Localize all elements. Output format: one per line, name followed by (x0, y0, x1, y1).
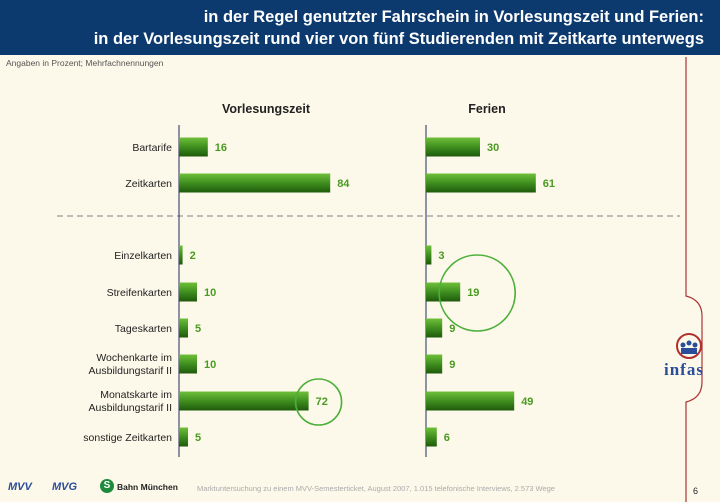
sbahn-logo-text: Bahn München (117, 482, 178, 492)
category-label-4: Tageskarten (115, 323, 172, 335)
category-label-3: Streifenkarten (107, 287, 173, 299)
category-label-6: Monatskarte im Ausbildungstarif II (89, 389, 173, 414)
page-number: 6 (693, 486, 699, 496)
bar-s0-c1 (179, 173, 331, 193)
bar-s0-c4 (179, 318, 188, 338)
page-title-line-1: in der Regel genutzter Fahrschein in Vor… (203, 8, 704, 26)
value-label-s0-c4: 5 (195, 323, 201, 335)
bar-s1-c5 (426, 354, 443, 374)
footer-note: Marktuntersuchung zu einem MVV-Semestert… (197, 484, 555, 493)
bar-s0-c7 (179, 427, 188, 447)
bar-s1-c4 (426, 318, 443, 338)
highlight-circle-0 (294, 378, 343, 426)
value-label-s1-c6: 49 (521, 396, 533, 408)
sbahn-logo-icon: S (100, 479, 114, 493)
value-label-s1-c4: 9 (449, 323, 455, 335)
mvg-logo: MVG (52, 481, 78, 493)
page-title-line-2: in der Vorlesungszeit rund vier von fünf… (93, 30, 704, 48)
value-label-s0-c1: 84 (337, 178, 350, 190)
bar-s0-c3 (179, 282, 197, 302)
value-label-s1-c7: 6 (444, 432, 450, 444)
category-label-2: Einzelkarten (114, 250, 172, 262)
value-label-s1-c2: 3 (438, 250, 444, 262)
value-label-s0-c5: 10 (204, 359, 216, 371)
value-label-s0-c0: 16 (215, 142, 227, 154)
bar-s1-c0 (426, 137, 480, 157)
header-banner: in der Regel genutzter Fahrschein in Vor… (0, 0, 720, 55)
bar-s0-c5 (179, 354, 197, 374)
value-label-s0-c7: 5 (195, 432, 201, 444)
value-label-s1-c0: 30 (487, 142, 499, 154)
highlight-circle-1 (438, 254, 517, 332)
bar-s1-c6 (426, 391, 515, 411)
category-label-0: Bartarife (132, 142, 172, 154)
series-title-1: Ferien (468, 102, 506, 116)
infas-logo-icon (676, 333, 702, 359)
value-label-s1-c1: 61 (543, 178, 555, 190)
bar-s1-c3 (426, 282, 461, 302)
value-label-s0-c3: 10 (204, 287, 216, 299)
value-label-s0-c6: 72 (316, 396, 328, 408)
category-label-1: Zeitkarten (125, 178, 172, 190)
mvv-logo: MVV (8, 481, 32, 493)
bar-s1-c7 (426, 427, 437, 447)
category-label-5: Wochenkarte im Ausbildungstarif II (89, 352, 173, 377)
bar-s0-c6 (179, 391, 309, 411)
value-label-s0-c2: 2 (190, 250, 196, 262)
subnote: Angaben in Prozent; Mehrfachnennungen (6, 58, 164, 68)
category-label-7: sonstige Zeitkarten (83, 432, 172, 444)
value-label-s1-c3: 19 (467, 287, 479, 299)
bar-s1-c2 (426, 245, 432, 265)
side-bracket (685, 57, 703, 502)
bar-s0-c0 (179, 137, 208, 157)
value-label-s1-c5: 9 (449, 359, 455, 371)
bar-s1-c1 (426, 173, 536, 193)
infas-logo-text: infas (664, 360, 704, 379)
series-title-0: Vorlesungszeit (222, 102, 311, 116)
bar-s0-c2 (179, 245, 183, 265)
